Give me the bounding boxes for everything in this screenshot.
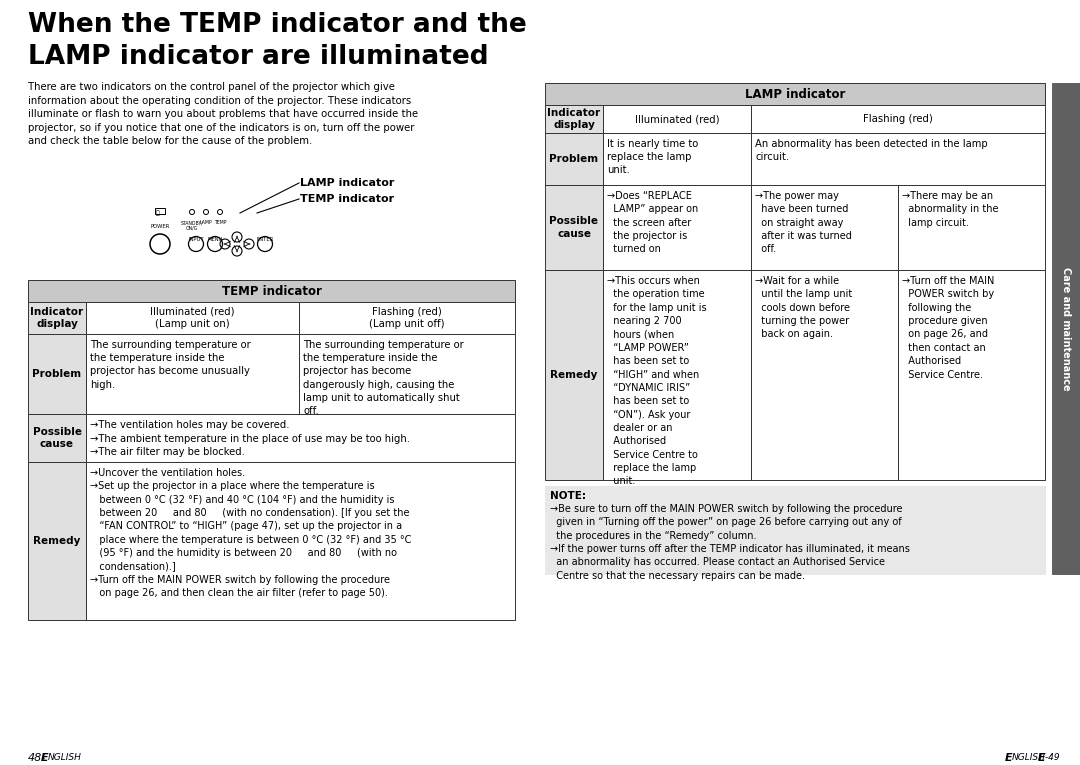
Text: 48-: 48- (28, 753, 46, 763)
Text: The surrounding temperature or
the temperature inside the
projector has become u: The surrounding temperature or the tempe… (90, 340, 251, 389)
Bar (545, 133, 603, 185)
Text: →Be sure to turn off the MAIN POWER switch by following the procedure
  given in: →Be sure to turn off the MAIN POWER swit… (550, 504, 909, 581)
Text: →Turn off the MAIN
  POWER switch by
  following the
  procedure given
  on page: →Turn off the MAIN POWER switch by follo… (902, 276, 995, 379)
Text: Possible
cause: Possible cause (32, 427, 81, 449)
Text: →Does “REPLACE
  LAMP” appear on
  the screen after
  the projector is
  turned : →Does “REPLACE LAMP” appear on the scree… (607, 191, 699, 255)
Text: E: E (1005, 753, 1013, 763)
Text: POWER: POWER (150, 224, 170, 229)
Bar (603, 185, 751, 270)
Bar (545, 185, 603, 270)
Bar (28, 414, 86, 462)
Text: LAMP indicator are illuminated: LAMP indicator are illuminated (28, 44, 488, 70)
Text: Problem: Problem (550, 154, 598, 164)
Text: An abnormality has been detected in the lamp
circuit.: An abnormality has been detected in the … (755, 139, 987, 162)
Text: LAMP indicator: LAMP indicator (745, 87, 846, 100)
Text: Illuminated (red)
(Lamp unit on): Illuminated (red) (Lamp unit on) (150, 307, 234, 329)
Text: Ⓟ: Ⓟ (157, 210, 160, 216)
Text: E: E (41, 753, 49, 763)
Text: MENU: MENU (207, 237, 222, 242)
Text: Flashing (red)
(Lamp unit off): Flashing (red) (Lamp unit off) (369, 307, 445, 329)
Bar (603, 270, 751, 480)
Bar (603, 105, 751, 133)
Text: →The ventilation holes may be covered.
→The ambient temperature in the place of : →The ventilation holes may be covered. →… (90, 420, 410, 457)
Text: When the TEMP indicator and the: When the TEMP indicator and the (28, 12, 527, 38)
Bar (299, 334, 515, 414)
Bar (86, 302, 299, 334)
Text: There are two indicators on the control panel of the projector which give
inform: There are two indicators on the control … (28, 82, 418, 146)
Text: LAMP indicator: LAMP indicator (300, 178, 394, 188)
Text: Remedy: Remedy (33, 536, 81, 546)
Bar (28, 334, 86, 414)
Text: TEMP indicator: TEMP indicator (221, 285, 322, 298)
Text: Indicator
display: Indicator display (548, 108, 600, 130)
Text: Flashing (red): Flashing (red) (863, 114, 933, 124)
Text: NGLISH: NGLISH (48, 753, 82, 762)
Text: Illuminated (red): Illuminated (red) (635, 114, 719, 124)
Bar (28, 462, 86, 620)
Text: It is nearly time to
replace the lamp
unit.: It is nearly time to replace the lamp un… (607, 139, 699, 175)
Bar (545, 105, 603, 133)
Text: →Uncover the ventilation holes.
→Set up the projector in a place where the tempe: →Uncover the ventilation holes. →Set up … (90, 468, 411, 598)
Text: E: E (1038, 753, 1045, 763)
Bar (897, 270, 1045, 480)
Bar (28, 280, 515, 302)
Bar (299, 302, 515, 334)
Bar (545, 486, 1045, 574)
Text: →Wait for a while
  until the lamp unit
  cools down before
  turning the power
: →Wait for a while until the lamp unit co… (755, 276, 852, 340)
Text: Possible
cause: Possible cause (550, 216, 598, 239)
Text: The surrounding temperature or
the temperature inside the
projector has become
d: The surrounding temperature or the tempe… (303, 340, 463, 416)
Text: NGLISH-49: NGLISH-49 (1012, 753, 1061, 762)
Text: NOTE:: NOTE: (550, 491, 586, 501)
Bar (751, 105, 1045, 133)
Text: →There may be an
  abnormality in the
  lamp circuit.: →There may be an abnormality in the lamp… (902, 191, 999, 228)
Text: Indicator
display: Indicator display (30, 307, 83, 329)
Text: STANDBY/
ON/G: STANDBY/ ON/G (180, 220, 203, 230)
Text: Problem: Problem (32, 369, 82, 379)
Bar (751, 270, 897, 480)
Text: ENTER: ENTER (256, 237, 273, 242)
Bar (751, 185, 897, 270)
Text: LAMP: LAMP (200, 220, 213, 225)
Text: →The power may
  have been turned
  on straight away
  after it was turned
  off: →The power may have been turned on strai… (755, 191, 852, 255)
Bar (545, 270, 603, 480)
Bar (86, 414, 515, 462)
Text: TEMP indicator: TEMP indicator (300, 194, 394, 204)
Text: TEMP: TEMP (214, 220, 226, 225)
Bar (86, 462, 515, 620)
Bar (545, 83, 1045, 105)
Text: Care and maintenance: Care and maintenance (1061, 267, 1071, 390)
Bar (86, 334, 299, 414)
Bar (751, 133, 1045, 185)
Bar (897, 185, 1045, 270)
Bar (1052, 83, 1080, 574)
Bar (28, 302, 86, 334)
Text: Remedy: Remedy (551, 370, 597, 380)
Text: INPUT: INPUT (188, 237, 204, 242)
Bar (156, 208, 165, 214)
Bar (603, 133, 751, 185)
Text: →This occurs when
  the operation time
  for the lamp unit is
  nearing 2 700
  : →This occurs when the operation time for… (607, 276, 706, 487)
